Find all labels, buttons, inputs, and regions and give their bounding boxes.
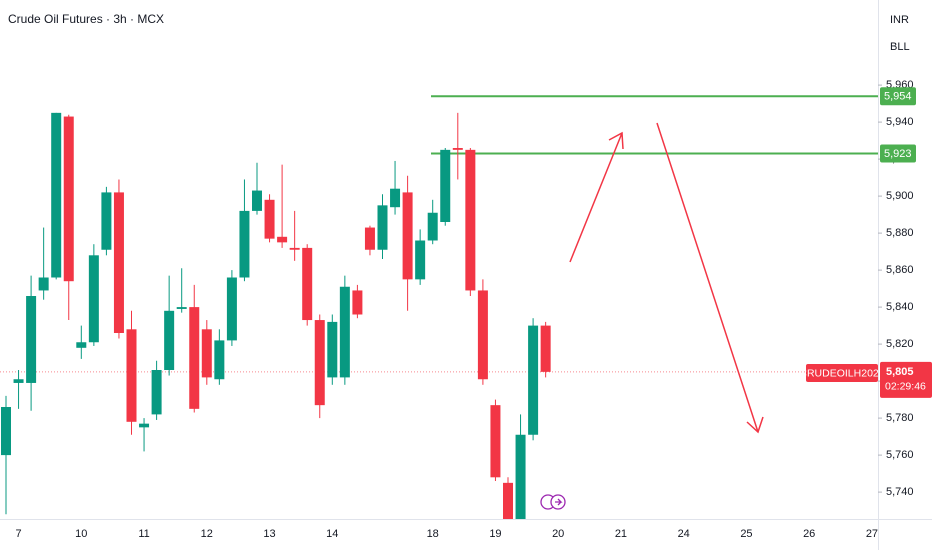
candle-body bbox=[314, 320, 325, 406]
currency: INR bbox=[890, 14, 909, 26]
drawn-arrows bbox=[569, 122, 764, 434]
x-tick-label: 12 bbox=[201, 528, 213, 540]
candle-body bbox=[515, 434, 526, 519]
level-label: 5,954 bbox=[884, 91, 912, 103]
candle-body bbox=[126, 329, 137, 422]
candle-body bbox=[452, 148, 463, 150]
level-label-box bbox=[880, 144, 916, 163]
candle-body bbox=[201, 329, 212, 378]
countdown: 02:29:46 bbox=[885, 381, 926, 393]
candle-body bbox=[176, 307, 187, 309]
candle-body bbox=[327, 321, 338, 378]
y-tick-label: 5,860 bbox=[886, 264, 914, 276]
x-tick-label: 21 bbox=[615, 528, 627, 540]
candle-body bbox=[63, 116, 74, 282]
candle-body bbox=[302, 247, 313, 321]
candle-body bbox=[88, 255, 99, 343]
candle-body bbox=[339, 286, 350, 378]
y-tick-label: 5,820 bbox=[886, 338, 914, 350]
candle-body bbox=[139, 423, 150, 428]
candle-body bbox=[277, 236, 288, 243]
symbol-box bbox=[806, 364, 878, 382]
candle-body bbox=[402, 192, 413, 280]
x-tick-label: 13 bbox=[263, 528, 275, 540]
candle-body bbox=[364, 227, 375, 250]
y-tick-label: 5,840 bbox=[886, 301, 914, 313]
candle-body bbox=[151, 370, 162, 415]
y-tick-label: 5,900 bbox=[886, 190, 914, 202]
arrow-head bbox=[608, 131, 624, 150]
x-tick-label: 25 bbox=[740, 528, 752, 540]
arrow-up bbox=[569, 132, 623, 263]
candle-body bbox=[427, 212, 438, 241]
event-icons[interactable] bbox=[540, 494, 566, 510]
candle-body bbox=[415, 240, 426, 280]
candle-body bbox=[51, 112, 62, 278]
candle-body bbox=[1, 407, 11, 456]
symbol-label: CRUDEOILH2025 bbox=[799, 367, 884, 379]
last-price-box bbox=[880, 361, 932, 398]
candle-body bbox=[477, 290, 488, 380]
chart-title: Crude Oil Futures · 3h · MCX bbox=[8, 12, 164, 26]
unit: BLL bbox=[890, 41, 910, 53]
y-tick-label: 5,740 bbox=[886, 486, 914, 498]
candle-body bbox=[38, 277, 49, 291]
candle-body bbox=[239, 210, 250, 278]
x-tick-label: 19 bbox=[489, 528, 501, 540]
level-label-box bbox=[880, 87, 916, 106]
candle-body bbox=[440, 149, 451, 222]
level-label: 5,923 bbox=[884, 148, 912, 160]
candle-body bbox=[13, 379, 24, 383]
candle-body bbox=[377, 205, 388, 250]
candle-body bbox=[76, 342, 87, 348]
x-tick-label: 10 bbox=[75, 528, 87, 540]
candle-body bbox=[264, 199, 275, 239]
candle-body bbox=[289, 247, 300, 250]
candle-body bbox=[540, 325, 551, 372]
x-tick-label: 26 bbox=[803, 528, 815, 540]
candle-body bbox=[352, 290, 363, 315]
candle-body bbox=[490, 405, 501, 478]
candle-body bbox=[465, 149, 476, 291]
x-tick-label: 11 bbox=[138, 528, 149, 540]
x-tick-label: 24 bbox=[678, 528, 690, 540]
y-tick-label: 5,880 bbox=[886, 227, 914, 239]
x-tick-label: 27 bbox=[866, 528, 878, 540]
candle-body bbox=[164, 310, 175, 370]
candle-body bbox=[252, 190, 262, 211]
arrow-down bbox=[656, 122, 759, 433]
candle-body bbox=[528, 325, 539, 435]
arrow-head bbox=[746, 416, 764, 434]
icon-glyph bbox=[555, 498, 563, 506]
y-tick-label: 5,940 bbox=[886, 116, 914, 128]
candle-body bbox=[214, 340, 225, 380]
candle-body bbox=[226, 277, 237, 341]
x-tick-label: 18 bbox=[427, 528, 439, 540]
candle-body bbox=[113, 192, 124, 333]
last-price-label: 5,805 bbox=[886, 366, 914, 378]
candle-body bbox=[189, 307, 200, 409]
candle-body bbox=[26, 296, 37, 383]
plot-area bbox=[0, 95, 878, 519]
x-tick-label: 7 bbox=[15, 528, 21, 540]
candle-body bbox=[101, 192, 112, 250]
x-tick-label: 14 bbox=[326, 528, 338, 540]
x-tick-label: 20 bbox=[552, 528, 564, 540]
candle-body bbox=[390, 188, 401, 208]
candle-body bbox=[503, 482, 513, 519]
y-tick-label: 5,780 bbox=[886, 412, 914, 424]
y-tick-label: 5,760 bbox=[886, 449, 914, 461]
